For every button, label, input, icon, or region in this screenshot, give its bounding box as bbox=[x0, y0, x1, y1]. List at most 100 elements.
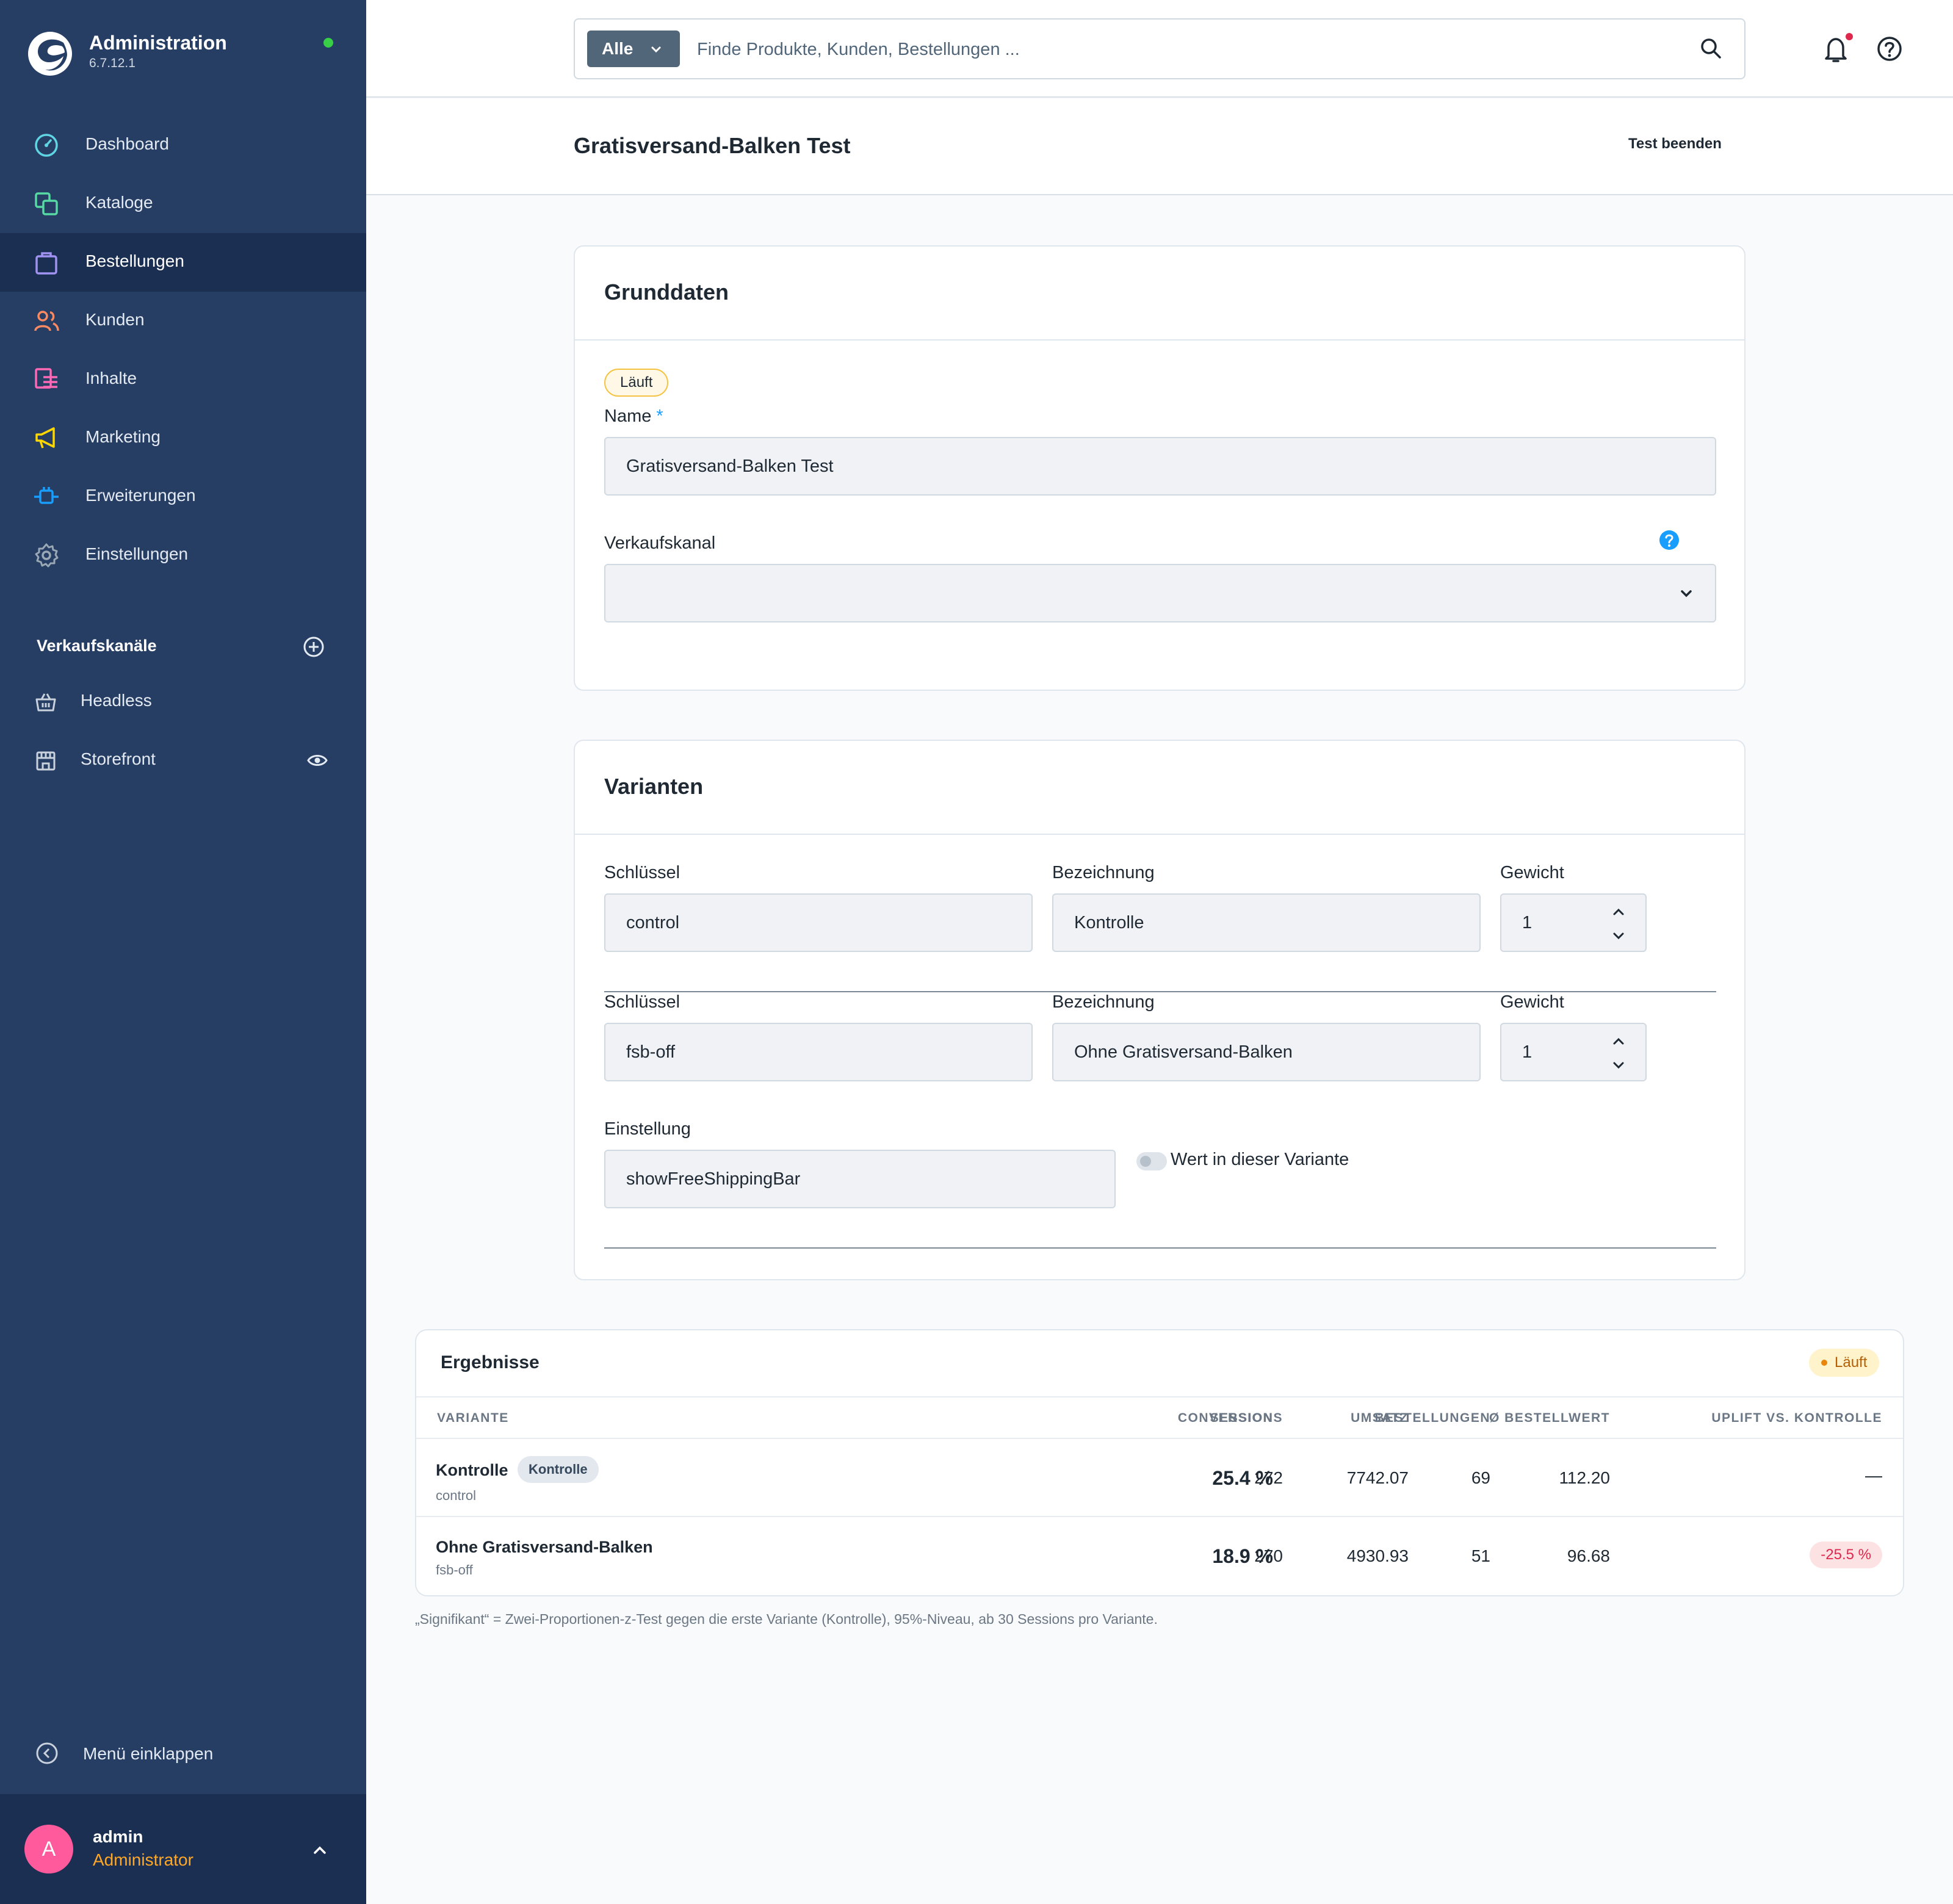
variant-name-label: Bezeichnung bbox=[1052, 863, 1155, 882]
global-search: Alle bbox=[574, 18, 1745, 79]
user-menu[interactable]: A admin Administrator bbox=[0, 1794, 366, 1904]
nav-item-catalogs[interactable]: Kataloge bbox=[0, 175, 366, 233]
toggle-knob bbox=[1140, 1156, 1151, 1167]
variant-name: Kontrolle bbox=[436, 1461, 508, 1479]
required-mark: * bbox=[656, 406, 663, 426]
nav-item-marketing[interactable]: Marketing bbox=[0, 409, 366, 467]
nav-label: Dashboard bbox=[85, 134, 169, 153]
setting-field[interactable]: showFreeShippingBar bbox=[604, 1150, 1116, 1208]
variant-key: control bbox=[436, 1488, 477, 1503]
card-title: Varianten bbox=[604, 774, 704, 799]
avatar: A bbox=[24, 1825, 73, 1873]
nav-item-customers[interactable]: Kunden bbox=[0, 292, 366, 350]
search-type-select[interactable]: Alle bbox=[587, 31, 680, 67]
eye-icon[interactable] bbox=[306, 752, 328, 769]
shopware-logo-icon bbox=[28, 32, 72, 76]
collapse-menu-button[interactable]: Menü einklappen bbox=[35, 1742, 341, 1769]
uplift-value: — bbox=[1865, 1466, 1882, 1485]
variants-card: Varianten Schlüssel Bezeichnung Gewicht … bbox=[574, 740, 1745, 1280]
aov-value: 112.20 bbox=[1559, 1468, 1610, 1487]
info-icon[interactable] bbox=[1659, 530, 1680, 550]
table-row[interactable]: Kontrolle Kontrolle control 272 69 25.4 … bbox=[416, 1440, 1903, 1517]
sales-channels-title: Verkaufskanäle bbox=[37, 636, 157, 655]
add-sales-channel-icon[interactable] bbox=[303, 636, 325, 658]
aov-value: 96.68 bbox=[1567, 1546, 1610, 1565]
significance-footnote: „Signifikant“ = Zwei-Proportionen-z-Test… bbox=[415, 1611, 1158, 1627]
variant-name-field[interactable]: Ohne Gratisversand-Balken bbox=[1052, 1023, 1481, 1081]
divider bbox=[575, 339, 1744, 341]
orders-value: 51 bbox=[1471, 1546, 1490, 1565]
sales-channel-label: Verkaufskanal bbox=[604, 533, 716, 553]
search-icon[interactable] bbox=[1699, 37, 1724, 61]
status-badge: Läuft bbox=[604, 369, 669, 397]
variant-key-field[interactable]: control bbox=[604, 893, 1033, 952]
variant-key-field[interactable]: fsb-off bbox=[604, 1023, 1033, 1081]
chevron-down-icon[interactable] bbox=[1611, 1059, 1626, 1072]
nav-item-dashboard[interactable]: Dashboard bbox=[0, 116, 366, 175]
name-label: Name * bbox=[604, 406, 663, 427]
variant-value-toggle[interactable] bbox=[1136, 1152, 1167, 1170]
help-icon[interactable] bbox=[1876, 35, 1903, 62]
sales-channel-select[interactable] bbox=[604, 564, 1716, 622]
nav-label: Kataloge bbox=[85, 193, 153, 212]
key-label: Schlüssel bbox=[604, 863, 680, 882]
nav-item-content[interactable]: Inhalte bbox=[0, 350, 366, 409]
column-header: VARIANTE bbox=[437, 1411, 509, 1425]
channel-label: Storefront bbox=[81, 749, 156, 768]
uplift-badge: -25.5 % bbox=[1810, 1542, 1882, 1568]
key-label: Schlüssel bbox=[604, 992, 680, 1012]
sales-channel-storefront[interactable]: Storefront bbox=[0, 731, 366, 790]
variant-key-value: fsb-off bbox=[626, 1042, 676, 1062]
variant-name-field[interactable]: Kontrolle bbox=[1052, 893, 1481, 952]
table-row[interactable]: Ohne Gratisversand-Balken fsb-off 270 51… bbox=[416, 1518, 1903, 1595]
dashboard-icon bbox=[35, 134, 58, 157]
content-icon bbox=[35, 368, 57, 389]
weight-stepper[interactable]: 1 bbox=[1500, 893, 1647, 952]
weight-value: 1 bbox=[1522, 1042, 1532, 1062]
chevron-up-icon[interactable] bbox=[309, 1841, 331, 1859]
page-header: Gratisversand-Balken Test Test beenden bbox=[366, 99, 1953, 195]
search-input[interactable] bbox=[697, 33, 1673, 66]
nav-label: Erweiterungen bbox=[85, 486, 196, 505]
nav-label: Inhalte bbox=[85, 369, 137, 388]
results-title: Ergebnisse bbox=[441, 1352, 540, 1372]
variant-key-value: control bbox=[626, 913, 680, 932]
nav-label: Bestellungen bbox=[85, 251, 184, 270]
collapse-menu-label: Menü einklappen bbox=[83, 1744, 214, 1763]
sidebar: Administration 6.7.12.1 Dashboard Katalo… bbox=[0, 0, 366, 1904]
nav-label: Kunden bbox=[85, 310, 145, 329]
search-type-label: Alle bbox=[602, 39, 634, 58]
name-field[interactable]: Gratisversand-Balken Test bbox=[604, 437, 1716, 496]
page-title: Gratisversand-Balken Test bbox=[574, 133, 851, 158]
column-header: UMSATZ bbox=[1351, 1411, 1409, 1425]
notification-dot bbox=[1846, 33, 1853, 40]
sales-channel-headless[interactable]: Headless bbox=[0, 673, 366, 731]
variant-name-value: Kontrolle bbox=[1074, 913, 1144, 932]
chevron-down-icon[interactable] bbox=[1611, 930, 1626, 942]
conversion-value: 25.4 % bbox=[1212, 1467, 1273, 1489]
user-name: admin bbox=[93, 1827, 143, 1846]
basket-icon bbox=[35, 693, 56, 712]
nav-item-settings[interactable]: Einstellungen bbox=[0, 526, 366, 585]
revenue-value: 4930.93 bbox=[1346, 1546, 1409, 1565]
catalog-icon bbox=[35, 192, 58, 215]
chevron-down-icon bbox=[651, 46, 661, 53]
chevron-up-icon[interactable] bbox=[1611, 1035, 1626, 1047]
end-test-button[interactable]: Test beenden bbox=[1628, 135, 1722, 152]
column-header: BESTELLUNGEN bbox=[1374, 1411, 1490, 1425]
column-header: UPLIFT VS. KONTROLLE bbox=[1711, 1411, 1882, 1425]
chevron-up-icon[interactable] bbox=[1611, 906, 1626, 918]
divider bbox=[575, 834, 1744, 835]
chevron-down-icon bbox=[1681, 590, 1692, 597]
extensions-icon bbox=[34, 487, 59, 504]
weight-stepper[interactable]: 1 bbox=[1500, 1023, 1647, 1081]
brand: Administration 6.7.12.1 bbox=[27, 31, 344, 77]
nav-item-orders[interactable]: Bestellungen bbox=[0, 233, 366, 292]
bell-icon[interactable] bbox=[1822, 35, 1849, 63]
name-value: Gratisversand-Balken Test bbox=[626, 456, 834, 476]
conversion-value: 18.9 % bbox=[1212, 1545, 1273, 1567]
column-header: CONVERSION bbox=[1177, 1411, 1273, 1425]
orders-value: 69 bbox=[1471, 1468, 1490, 1487]
weight-value: 1 bbox=[1522, 913, 1532, 932]
nav-item-extensions[interactable]: Erweiterungen bbox=[0, 467, 366, 526]
